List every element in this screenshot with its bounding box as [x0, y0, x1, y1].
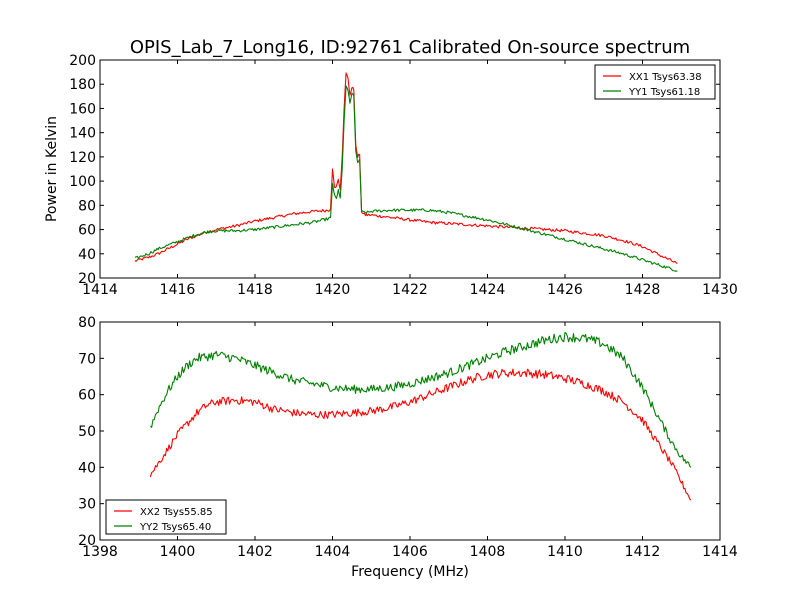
- y-tick-label: 160: [69, 101, 96, 117]
- legend-label: XX1 Tsys63.38: [629, 72, 702, 83]
- legend: XX2 Tsys55.85 YY2 Tsys65.40: [105, 499, 227, 535]
- y-tick-label: 30: [78, 497, 96, 513]
- legend-label: XX2 Tsys55.85: [140, 507, 213, 518]
- x-tick-label: 1426: [547, 282, 583, 298]
- x-tick-label: 1410: [547, 544, 583, 560]
- y-tick-label: 200: [69, 53, 96, 69]
- x-tick-label: 1418: [237, 282, 273, 298]
- x-tick-label: 1428: [625, 282, 661, 298]
- x-tick-label: 1406: [392, 544, 428, 560]
- y-tick-label: 80: [78, 198, 96, 214]
- legend-label: YY2 Tsys65.40: [139, 522, 211, 533]
- legend-label: YY1 Tsys61.18: [628, 87, 700, 98]
- y-tick-label: 60: [78, 388, 96, 404]
- legend: XX1 Tsys63.38 YY1 Tsys61.18: [594, 64, 716, 100]
- series-line-1-2: [134, 85, 678, 272]
- series-line-2-2: [149, 331, 692, 468]
- y-tick-label: 20: [78, 533, 96, 549]
- legend-box: [105, 499, 227, 535]
- y-tick-label: 40: [78, 247, 96, 263]
- y-tick-label: 80: [78, 315, 96, 331]
- x-tick-label: 1416: [160, 282, 196, 298]
- y-tick-label: 20: [78, 271, 96, 287]
- y-tick-label: 180: [69, 77, 96, 93]
- legend-box: [594, 64, 716, 100]
- x-tick-label: 1412: [625, 544, 661, 560]
- top-axes: 1414 1416 1418 1420 1422 1424 1426 1428 1430 20 40…: [69, 53, 738, 298]
- y-tick-label: 120: [69, 150, 96, 166]
- x-tick-label: 1398: [82, 544, 118, 560]
- series-line-2-1: [149, 368, 692, 501]
- bottom-axes: 1398 1400 1402 1404 1406 1408 1410 1412 1414 20 30…: [78, 315, 738, 560]
- bottom-x-axis-label: Frequency (MHz): [351, 564, 469, 580]
- x-tick-label: 1422: [392, 282, 428, 298]
- x-tick-label: 1430: [702, 282, 738, 298]
- x-tick-label: 1424: [470, 282, 506, 298]
- x-tick-label: 1414: [82, 282, 118, 298]
- y-tick-label: 140: [69, 126, 96, 142]
- chart-title: OPIS_Lab_7_Long16, ID:92761 Calibrated O…: [130, 37, 690, 58]
- y-tick-label: 60: [78, 223, 96, 239]
- x-tick-label: 1404: [315, 544, 351, 560]
- x-tick-label: 1414: [702, 544, 738, 560]
- x-tick-label: 1420: [315, 282, 351, 298]
- top-y-axis-label: Power in Kelvin: [44, 116, 60, 222]
- x-tick-label: 1408: [470, 544, 506, 560]
- x-tick-label: 1402: [237, 544, 273, 560]
- x-tick-label: 1400: [160, 544, 196, 560]
- y-tick-label: 40: [78, 460, 96, 476]
- series-line-1-1: [134, 72, 678, 264]
- y-tick-label: 100: [69, 174, 96, 190]
- y-tick-label: 50: [78, 424, 96, 440]
- y-tick-label: 70: [78, 351, 96, 367]
